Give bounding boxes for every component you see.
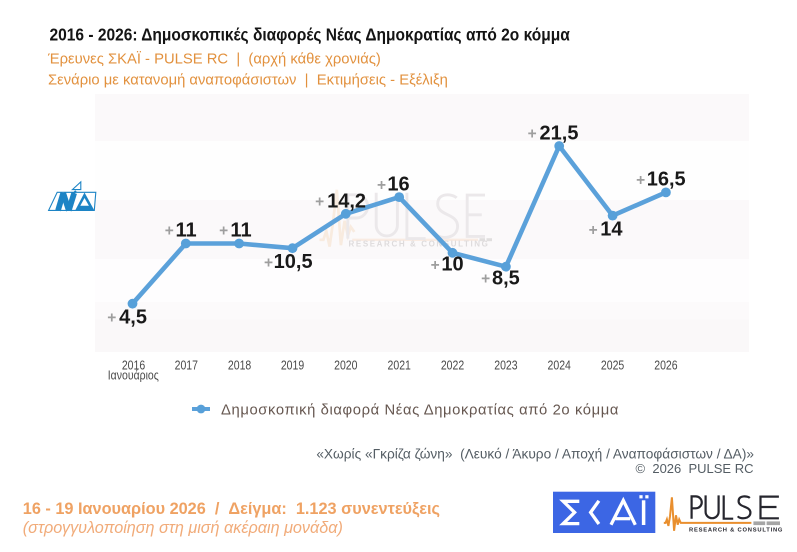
- svg-text:4,5: 4,5: [119, 307, 147, 329]
- svg-text:2025: 2025: [601, 357, 625, 373]
- svg-text:2016 - 2026: Δημοσκοπικές διαφ: 2016 - 2026: Δημοσκοπικές διαφορές Νέας …: [50, 24, 570, 44]
- svg-text:2022: 2022: [441, 357, 465, 373]
- svg-text:+: +: [315, 194, 324, 211]
- svg-text:+: +: [636, 172, 645, 189]
- svg-text:2018: 2018: [228, 357, 252, 373]
- svg-text:2023: 2023: [494, 357, 518, 373]
- svg-text:2021: 2021: [388, 357, 412, 373]
- svg-text:11: 11: [175, 219, 196, 241]
- svg-text:+: +: [264, 254, 273, 271]
- svg-text:2026: 2026: [654, 357, 678, 373]
- svg-text:+: +: [431, 257, 440, 274]
- svg-text:8,5: 8,5: [492, 268, 520, 290]
- svg-text:+: +: [219, 223, 228, 240]
- svg-text:14,2: 14,2: [327, 190, 366, 212]
- svg-text:2024: 2024: [548, 357, 572, 373]
- svg-text:«Χωρίς «Γκρίζα ζώνη» (Λευκό /: «Χωρίς «Γκρίζα ζώνη» (Λευκό / Άκυρο / Απ…: [316, 446, 754, 461]
- svg-text:Δημοσκοπική διαφορά Νέας Δημοκ: Δημοσκοπική διαφορά Νέας Δημοκρατίας από…: [221, 403, 619, 419]
- svg-text:RESEARCH & CONSULTING: RESEARCH & CONSULTING: [349, 239, 490, 248]
- svg-text:2017: 2017: [175, 357, 199, 373]
- svg-text:+: +: [481, 271, 490, 288]
- svg-text:+: +: [165, 223, 174, 240]
- svg-text:Σενάριο με κατανομή αναποφάσισ: Σενάριο με κατανομή αναποφάσιστων | Εκτι…: [48, 73, 448, 89]
- svg-text:RESEARCH & CONSULTING: RESEARCH & CONSULTING: [689, 528, 783, 534]
- svg-text:+: +: [107, 310, 116, 327]
- svg-text:+: +: [589, 222, 598, 239]
- svg-text:© 2026 PULSE RC: © 2026 PULSE RC: [636, 461, 754, 476]
- svg-text:Έρευνες ΣΚΑΪ - PULSE RC | (α: Έρευνες ΣΚΑΪ - PULSE RC | (αρχή κάθε χρο…: [47, 51, 381, 68]
- svg-text:+: +: [528, 126, 537, 143]
- svg-text:Ιανουάριος: Ιανουάριος: [108, 367, 159, 383]
- svg-text:14: 14: [600, 219, 623, 241]
- svg-text:+: +: [377, 177, 386, 194]
- svg-text:16,5: 16,5: [647, 169, 686, 191]
- svg-text:2016: 2016: [122, 357, 146, 373]
- svg-text:(στρογγυλοποίηση στη μισή ακέρ: (στρογγυλοποίηση στη μισή ακέραιη μονάδα…: [23, 519, 343, 537]
- svg-text:11: 11: [230, 219, 251, 241]
- svg-text:21,5: 21,5: [540, 123, 579, 145]
- svg-text:10: 10: [441, 254, 463, 276]
- svg-text:10,5: 10,5: [274, 251, 313, 273]
- svg-text:2020: 2020: [334, 357, 358, 373]
- svg-text:16 - 19 Ιανουαρίου 2026 / Δε: 16 - 19 Ιανουαρίου 2026 / Δείγμα: 1.123 …: [23, 500, 440, 518]
- svg-text:2019: 2019: [281, 357, 305, 373]
- svg-text:16: 16: [387, 174, 409, 196]
